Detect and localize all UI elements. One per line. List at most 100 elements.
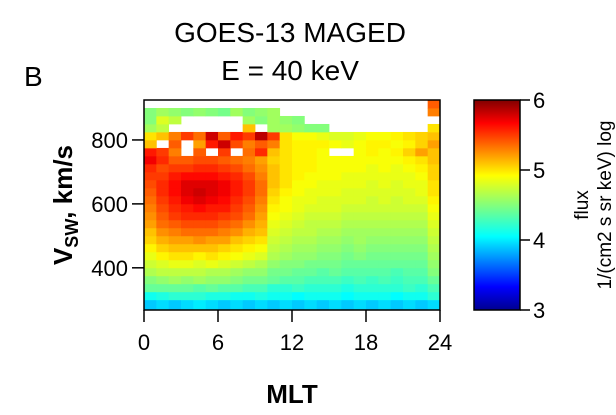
heatmap-cell [205,227,219,237]
heatmap-cell [267,291,281,301]
heatmap-cell [304,123,318,133]
heatmap-cell [316,147,330,157]
heatmap-cell [304,291,318,301]
heatmap-cell [329,139,342,149]
heatmap-cell [156,298,170,311]
heatmap-cell [242,195,256,205]
heatmap-cell [403,235,416,245]
heatmap-cell [156,187,170,197]
heatmap-cell [378,131,392,141]
heatmap-cell [205,243,219,253]
heatmap-cell [144,203,157,213]
heatmap-cell [193,203,207,213]
heatmap-cell [218,147,231,157]
heatmap-cell [279,251,293,261]
heatmap-cell [316,259,330,269]
heatmap-cell [341,267,355,277]
heatmap-cell [316,251,330,261]
heatmap-cell [193,179,207,189]
heatmap-cell [366,195,379,205]
heatmap-cell [168,235,182,245]
heatmap-cell [168,115,182,125]
heatmap-cell [156,275,170,285]
heatmap-cell [144,139,157,149]
heatmap-cell [378,211,392,221]
heatmap-cell [156,195,170,205]
heatmap-cell [181,298,194,311]
heatmap-cell [390,235,404,245]
heatmap-cell [292,267,305,277]
heatmap-cell [156,131,170,141]
heatmap-cell [193,251,207,261]
heatmap-cell [230,139,244,149]
heatmap-cell [218,243,231,253]
heatmap-cell [255,203,268,213]
heatmap-cell [267,235,281,245]
heatmap-cell [218,131,231,141]
heatmap-cell [218,219,231,229]
heatmap-cell [366,203,379,213]
heatmap-cell [193,298,207,311]
heatmap-cell [341,171,355,181]
heatmap-cell [218,275,231,285]
heatmap-cell [168,203,182,213]
heatmap-cell [218,155,231,165]
heatmap-cell [193,139,207,149]
heatmap-cell [279,187,293,197]
heatmap-cell [156,163,170,173]
heatmap-cell [353,251,367,261]
heatmap-cell [341,179,355,189]
heatmap-cell [415,283,429,293]
heatmap-cell [205,107,219,117]
heatmap-cell [329,211,342,221]
heatmap-cell [353,187,367,197]
heatmap-cell [193,131,207,141]
heatmap-cell [329,275,342,285]
heatmap-cell [279,298,293,311]
heatmap-cell [415,267,429,277]
heatmap-cell [403,147,416,157]
heatmap-cell [168,267,182,277]
heatmap-cell [267,283,281,293]
heatmap-cell [390,179,404,189]
heatmap-cell [193,275,207,285]
heatmap-cell [366,235,379,245]
heatmap-cell [341,155,355,165]
heatmap-cell [366,179,379,189]
heatmap-cell [181,259,194,269]
heatmap-cell [403,179,416,189]
heatmap-cell [316,235,330,245]
heatmap-cell [144,259,157,269]
heatmap-cell [218,259,231,269]
heatmap-cell [390,203,404,213]
heatmap-cell [353,275,367,285]
heatmap-cell [267,251,281,261]
heatmap-cell [279,139,293,149]
heatmap-cell [255,155,268,165]
heatmap-cell [193,155,207,165]
heatmap-cell [378,243,392,253]
heatmap-cell [390,171,404,181]
heatmap-cell [366,163,379,173]
heatmap-cell [218,227,231,237]
heatmap-cell [353,179,367,189]
heatmap-cell [292,275,305,285]
heatmap-cell [230,179,244,189]
heatmap-cell [304,139,318,149]
heatmap-cell [341,211,355,221]
heatmap-cell [378,298,392,311]
heatmap-cell [218,203,231,213]
heatmap-cell [218,291,231,301]
heatmap-cell [181,107,194,117]
heatmap-cell [390,243,404,253]
heatmap-cell [366,155,379,165]
x-tick-label: 12 [280,330,304,355]
heatmap-cell [390,147,404,157]
heatmap-cell [415,187,429,197]
heatmap-cell [255,251,268,261]
heatmap-cell [230,155,244,165]
heatmap-cell [353,163,367,173]
heatmap-cell [168,291,182,301]
heatmap-cell [181,267,194,277]
heatmap-cell [168,298,182,311]
